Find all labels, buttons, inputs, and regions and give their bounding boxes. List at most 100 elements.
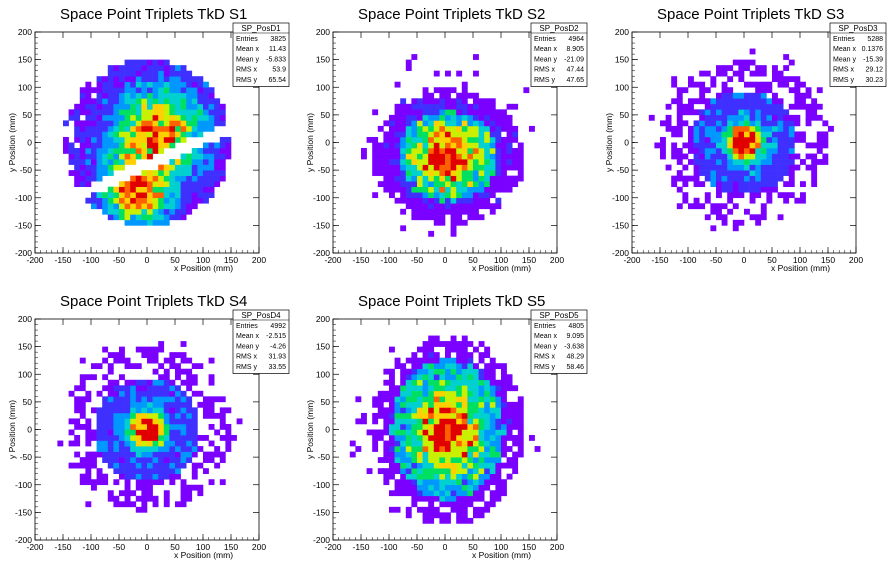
- histogram-bin: [158, 219, 165, 226]
- histogram-bin: [749, 92, 756, 99]
- histogram-bin: [433, 87, 440, 94]
- histogram-bin: [478, 114, 485, 121]
- stats-value: -2.515: [266, 333, 286, 340]
- histogram-bin: [175, 125, 181, 132]
- histogram-bin: [79, 181, 86, 188]
- histogram-bin: [439, 164, 446, 171]
- x-axis-label: x Position (mm): [174, 263, 233, 273]
- histogram-bin: [478, 396, 485, 403]
- histogram-bin: [130, 103, 137, 110]
- histogram-bin: [141, 214, 148, 221]
- histogram-bin: [517, 407, 524, 414]
- histogram-bin: [169, 109, 176, 116]
- histogram-bin: [400, 164, 407, 171]
- histogram-bin: [147, 440, 153, 447]
- histogram-bin: [405, 142, 412, 149]
- histogram-bin: [732, 131, 739, 138]
- histogram-bin: [124, 385, 131, 392]
- histogram-bin: [130, 451, 137, 458]
- histogram-bin: [783, 170, 790, 176]
- histogram-bin: [783, 136, 790, 143]
- histogram-bin: [732, 153, 739, 160]
- histogram-bin: [456, 451, 463, 458]
- histogram-bin: [411, 473, 418, 480]
- histogram-bin: [467, 451, 474, 458]
- histogram-bin: [394, 484, 401, 491]
- histogram-bin: [489, 175, 496, 182]
- histogram-bin: [107, 423, 114, 430]
- histogram-bin: [478, 142, 485, 149]
- histogram-bin: [208, 479, 215, 486]
- histogram-bin: [478, 109, 485, 116]
- histogram-bin: [411, 148, 418, 154]
- histogram-bin: [794, 153, 801, 160]
- histogram-bin: [788, 192, 795, 199]
- histogram-bin: [119, 352, 125, 358]
- histogram-bin: [191, 374, 198, 381]
- histogram-bin: [91, 87, 97, 94]
- histogram-bin: [811, 142, 818, 149]
- histogram-bin: [699, 70, 706, 77]
- histogram-bin: [147, 125, 153, 132]
- histogram-bin: [777, 170, 784, 176]
- stats-name: SP_PosD3: [838, 24, 878, 33]
- histogram-bin: [744, 181, 750, 188]
- histogram-bin: [197, 87, 204, 94]
- histogram-bin: [495, 429, 502, 436]
- y-tick-label: 0: [27, 425, 32, 435]
- histogram-bin: [445, 517, 451, 524]
- histogram-bin: [147, 219, 153, 226]
- histogram-bin: [107, 462, 114, 469]
- x-axis-label: x Position (mm): [771, 263, 830, 273]
- histogram-bin: [744, 120, 750, 127]
- histogram-bin: [141, 208, 148, 215]
- histogram-bin: [805, 142, 812, 149]
- histogram-bin: [225, 142, 232, 149]
- histogram-bin: [506, 412, 513, 419]
- histogram-bin: [91, 109, 97, 116]
- histogram-bin: [467, 363, 474, 370]
- histogram-bin: [428, 192, 435, 199]
- histogram-bin: [433, 457, 440, 463]
- histogram-bin: [394, 81, 401, 88]
- histogram-bin: [208, 98, 215, 105]
- histogram-bin: [124, 148, 131, 154]
- histogram-bin: [473, 208, 479, 215]
- histogram-bin: [102, 136, 109, 143]
- histogram-bin: [411, 142, 418, 149]
- histogram-bin: [660, 142, 666, 149]
- histogram-bin: [113, 65, 120, 71]
- histogram-bin: [439, 98, 446, 105]
- histogram-bin: [439, 170, 446, 176]
- histogram-bin: [772, 114, 778, 121]
- histogram-bin: [158, 175, 165, 182]
- histogram-bin: [660, 136, 666, 143]
- y-tick-label: -100: [313, 193, 330, 203]
- histogram-bin: [113, 352, 120, 358]
- histogram-bin: [495, 159, 502, 165]
- histogram-bin: [760, 148, 767, 154]
- histogram-bin: [186, 70, 193, 77]
- histogram-bin: [422, 412, 429, 419]
- histogram-bin: [203, 396, 209, 403]
- histogram-bin: [214, 164, 221, 171]
- histogram-bin: [738, 76, 745, 83]
- histogram-bin: [400, 368, 407, 375]
- histogram-bin: [439, 501, 446, 508]
- histogram-bin: [805, 164, 812, 171]
- histogram-bin: [517, 396, 524, 403]
- histogram-bin: [456, 423, 463, 430]
- histogram-bin: [738, 59, 745, 66]
- histogram-bin: [186, 153, 193, 160]
- histogram-bin: [186, 203, 193, 210]
- histogram-bin: [428, 484, 435, 491]
- histogram-bin: [79, 396, 86, 403]
- histogram-bin: [147, 59, 153, 66]
- histogram-bin: [478, 357, 485, 364]
- histogram-bin: [512, 440, 519, 447]
- histogram-bin: [445, 346, 451, 353]
- y-tick-label: -50: [20, 452, 33, 462]
- histogram-bin: [517, 175, 524, 182]
- histogram-bin: [74, 136, 81, 143]
- histogram-bin: [772, 186, 778, 193]
